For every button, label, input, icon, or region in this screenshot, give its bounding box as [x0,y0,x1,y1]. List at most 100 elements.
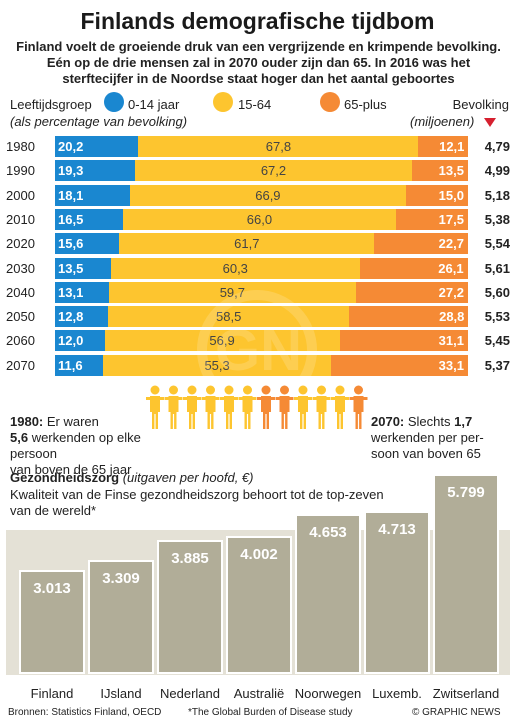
bar-value-label: 13,5 [438,163,464,179]
legend-dot-15-64 [213,92,233,112]
year-label: 1980 [6,139,35,154]
population-value: 5,37 [484,357,510,373]
bar-value-label: 12,0 [58,333,84,349]
bar-segment-65-plus [355,281,468,303]
year-label: 2060 [6,333,35,349]
bar-segment-65-plus [339,330,468,352]
health-bar [19,570,85,674]
person-figure [220,385,238,429]
health-bar [88,559,154,674]
bar-value-label: 22,7 [438,236,464,252]
bar-segment-0-14 [55,281,110,303]
bar-segment-0-14 [55,306,108,328]
year-label: 2000 [6,187,35,203]
health-bar-category: Luxemb. [372,686,422,701]
bar-value-label: 19,3 [58,163,84,179]
health-bar [226,535,292,674]
bar-segment-65-plus [331,354,468,376]
bar-segment-65-plus [395,208,468,230]
page-title: Finlands demografische tijdbom [80,8,435,34]
year-label: 2050 [6,309,35,325]
bar-value-label: 27,2 [438,284,464,300]
bar-value-label: 31,1 [438,333,464,349]
population-value: 5,45 [484,333,510,349]
health-bar [364,511,430,674]
person-figure [257,385,275,429]
bar-value-label: 18,1 [58,187,84,203]
bar-segment-15-64 [109,281,356,303]
health-bar-category: IJsland [100,686,142,701]
watermark-logo-icon: GN [197,290,317,410]
population-sub: (miljoenen) [410,114,475,129]
bar-value-label: 15,6 [58,236,84,252]
person-figure [201,385,220,429]
note-1980-text-a: Er waren [43,414,99,429]
legend-dot-65-plus [320,92,340,112]
note-1980-year: 1980: [10,414,44,429]
bar-segment-15-64 [110,257,360,279]
note-2070-text-b: werkenden per per- [371,430,484,445]
note-2070-text-c: soon van boven 65 [371,446,481,461]
bar-segment-65-plus [359,257,468,279]
bar-value-label: 12,1 [439,139,465,154]
health-bar-value: 5.799 [447,484,485,501]
person-figure [146,385,164,429]
subtitle: Finland voelt de groeiende druk van een … [16,39,501,86]
person-figure [349,385,368,429]
credit-text: © GRAPHIC NEWS [412,707,501,718]
bar-segment-15-64 [119,233,375,255]
note-1980: 1980: Er waren 5,6 werkenden op elke per… [10,414,180,478]
legend-group-label: Leeftijdsgroep [10,97,92,112]
year-label: 2030 [6,260,35,276]
bar-value-label: 56,9 [209,333,235,349]
bar-segment-0-14 [55,257,111,279]
population-value: 5,61 [484,260,510,276]
population-label: Bevolking [452,97,509,112]
year-label: 2040 [6,284,35,300]
bar-value-label: 60,3 [222,260,248,276]
year-label: 1990 [6,163,35,179]
bar-segment-15-64 [102,354,332,376]
health-title: Gezondheidszorg (uitgaven per hoofd, €) [10,470,254,485]
person-figure [275,385,294,429]
note-2070-year: 2070: [371,414,405,429]
year-label: 2020 [6,236,35,252]
bar-value-label: 59,7 [219,284,246,300]
legend-dot-0-14 [104,92,124,112]
bar-segment-0-14 [55,160,135,182]
health-description: Kwaliteit van de Finse gezondheidszorg b… [10,487,384,518]
bar-segment-0-14 [55,208,124,230]
bar-value-label: 11,6 [58,357,83,373]
bar-value-label: 13,1 [58,284,84,300]
health-bar-category: Finland [30,686,74,701]
population-value: 4,99 [484,163,510,179]
note-1980-value: 5,6 [10,430,29,445]
bar-segment-0-14 [55,330,105,352]
bar-segment-15-64 [129,184,407,206]
bar-segment-65-plus [374,233,468,255]
note-2070-value: 1,7 [454,414,473,429]
source-text: Bronnen: Statistics Finland, OECD [8,707,162,718]
bar-segment-15-64 [104,330,340,352]
legend-group-sub: (als percentage van bevolking) [10,114,188,129]
down-triangle-icon [484,118,496,127]
bar-value-label: 33,1 [438,357,464,373]
year-label: 2010 [6,211,35,227]
svg-text:GN: GN [215,318,302,383]
health-bar [295,513,361,674]
population-value: 4,79 [484,139,510,154]
bar-value-label: 66,0 [246,211,273,227]
footnote-text: *The Global Burden of Disease study [188,707,353,718]
population-value: 5,18 [484,187,510,203]
bar-value-label: 12,8 [58,309,84,325]
legend-label-0-14: 0-14 jaar [128,97,180,112]
health-bar-value: 3.885 [171,550,209,567]
population-value: 5,53 [484,309,510,325]
health-bar-value: 3.309 [102,569,140,587]
person-figure [312,385,331,429]
person-figure [294,385,312,429]
bar-value-label: 17,5 [438,211,464,227]
health-title-sub: (uitgaven per hoofd, €) [122,470,254,485]
health-bar [433,474,499,674]
